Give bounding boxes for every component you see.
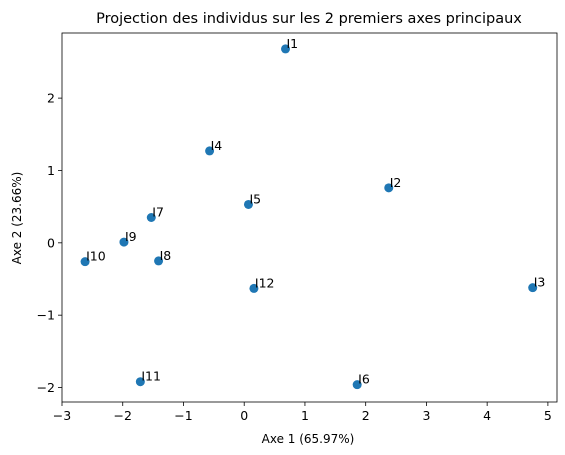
point-I3 xyxy=(528,283,538,293)
y-axis-label: Axe 2 (23.66%) xyxy=(10,172,24,265)
y-tick-label: −1 xyxy=(37,308,55,323)
y-tick-label: −2 xyxy=(37,380,55,395)
point-label-I3: I3 xyxy=(534,275,546,290)
point-I1 xyxy=(281,44,291,54)
x-tick-label: 1 xyxy=(301,408,309,423)
point-label-I12: I12 xyxy=(255,275,275,290)
point-label-I8: I8 xyxy=(160,248,172,263)
point-label-I9: I9 xyxy=(125,229,137,244)
x-axis-label: Axe 1 (65.97%) xyxy=(262,432,355,446)
plot-frame xyxy=(61,32,558,403)
x-tick-label: 3 xyxy=(422,408,430,423)
y-tick-label: 2 xyxy=(47,91,55,106)
point-I7 xyxy=(146,213,156,222)
point-I4 xyxy=(205,146,215,156)
point-label-I4: I4 xyxy=(211,138,223,153)
point-I12 xyxy=(249,283,259,293)
point-I2 xyxy=(384,183,394,193)
point-label-I5: I5 xyxy=(249,191,261,206)
chart-title: Projection des individus sur les 2 premi… xyxy=(96,11,522,27)
point-I5 xyxy=(243,199,253,209)
point-I9 xyxy=(119,237,129,247)
point-label-I2: I2 xyxy=(390,175,402,190)
point-I6 xyxy=(352,380,362,390)
x-tick-label: 4 xyxy=(483,408,491,423)
data-points: I1 I2 I3 I4 I5 I6 I7 I8 I9 I10 I11 I12 xyxy=(80,36,546,390)
point-label-I1: I1 xyxy=(287,36,299,51)
point-I11 xyxy=(135,377,145,387)
point-label-I11: I11 xyxy=(141,369,161,384)
x-tick-label: 2 xyxy=(362,408,370,423)
point-I8 xyxy=(154,256,164,266)
point-label-I7: I7 xyxy=(152,205,164,220)
y-tick-label: 1 xyxy=(47,163,55,178)
y-axis-ticks: −2 −1 0 1 2 xyxy=(37,91,62,395)
x-axis-ticks: −3 −2 −1 0 1 2 3 4 5 xyxy=(53,402,552,423)
y-tick-label: 0 xyxy=(47,235,55,250)
x-tick-label: 0 xyxy=(240,408,248,423)
point-label-I6: I6 xyxy=(358,372,370,387)
x-tick-label: −2 xyxy=(114,408,132,423)
x-tick-label: 5 xyxy=(544,408,552,423)
point-label-I10: I10 xyxy=(86,249,106,264)
point-I10 xyxy=(80,257,90,267)
x-tick-label: −3 xyxy=(53,408,71,423)
x-tick-label: −1 xyxy=(174,408,192,423)
